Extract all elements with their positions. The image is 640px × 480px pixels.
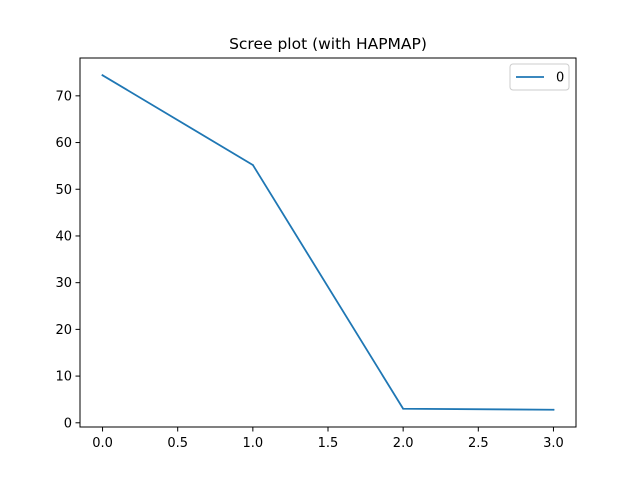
x-tick-label: 1.5 (318, 436, 339, 451)
x-tick-label: 2.0 (393, 436, 414, 451)
y-tick-label: 70 (55, 89, 72, 104)
data-point (402, 407, 405, 410)
y-tick-label: 40 (55, 229, 72, 244)
y-tick-label: 10 (55, 370, 72, 385)
data-point (101, 74, 104, 77)
y-tick-label: 30 (55, 276, 72, 291)
x-tick-label: 0.5 (167, 436, 188, 451)
legend: 0 (509, 63, 570, 91)
legend-label: 0 (556, 71, 564, 86)
x-axis-ticks: 0.0 0.5 1.0 1.5 2.0 2.5 3.0 (92, 427, 564, 451)
plot-frame (79, 57, 577, 428)
y-tick-label: 60 (55, 136, 72, 151)
y-tick-label: 20 (55, 323, 72, 338)
x-tick-label: 0.0 (92, 436, 113, 451)
x-tick-label: 2.5 (468, 436, 489, 451)
data-point (251, 164, 254, 166)
series-points-0 (101, 74, 555, 411)
y-axis-ticks: 0 10 20 30 40 50 60 70 (55, 89, 80, 431)
x-tick-label: 1.0 (243, 436, 264, 451)
data-point (552, 408, 555, 411)
series-line-0 (101, 74, 555, 411)
y-tick-label: 0 (64, 416, 72, 431)
x-tick-label: 3.0 (543, 436, 564, 451)
y-tick-label: 50 (55, 183, 72, 198)
chart-title: Scree plot (with HAPMAP) (229, 35, 427, 53)
